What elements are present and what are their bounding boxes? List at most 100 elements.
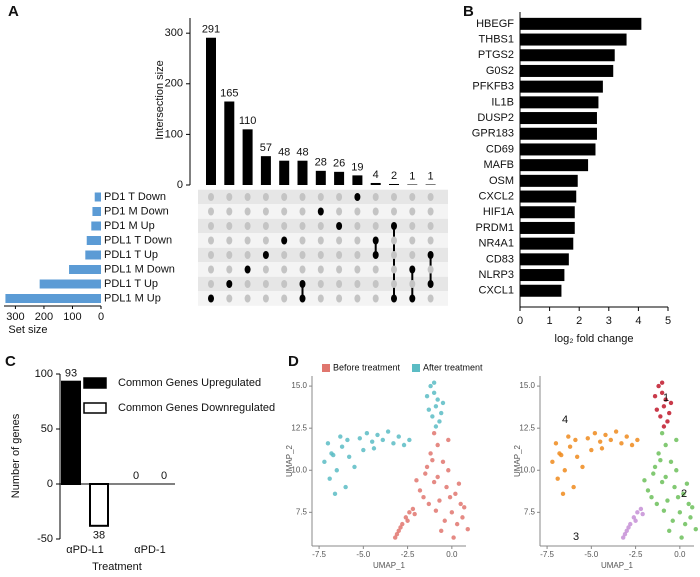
point [661,404,667,409]
point [345,437,350,443]
point [677,510,683,515]
membership-dot [391,251,397,259]
legend-label: After treatment [423,362,483,372]
point [424,393,430,399]
point [603,432,608,438]
point [659,390,665,396]
point [665,419,670,424]
cluster-label: 2 [681,488,687,500]
bar [520,112,597,125]
point [334,468,339,473]
bar [520,284,562,297]
membership-dot [427,294,434,303]
value-label: 165 [220,87,238,99]
point [407,510,412,515]
point [446,437,451,443]
membership-dot [336,251,343,259]
membership-dot [299,294,306,303]
point [444,484,449,490]
x-tick-label: αPD-L1 [66,544,104,556]
point [674,468,679,473]
x-axis-label: log₂ fold change [555,333,634,345]
category-label: CXCL2 [479,190,514,202]
membership-dot [354,207,361,216]
category-label: G0S2 [486,65,514,77]
bar [520,64,614,77]
point [681,491,686,497]
point [553,441,559,446]
point [624,434,629,439]
value-label: 291 [202,24,220,36]
legend-label: Common Genes Downregulated [118,402,275,414]
membership-dot [427,222,434,230]
membership-dot [281,207,288,216]
point [431,431,437,436]
legend-label: Before treatment [333,362,401,372]
membership-dot [262,236,269,245]
point [462,505,467,510]
y-tick-label: 0 [177,179,183,191]
point [447,494,453,500]
membership-dot [226,265,233,274]
set-label: PDL1 T Down [104,234,172,246]
y-tick-label: -50 [37,533,53,545]
x-axis-label: UMAP_1 [601,561,634,570]
x-axis-label: Treatment [92,561,142,573]
y-tick-label: 100 [165,128,183,140]
point [410,506,416,512]
point [412,511,417,517]
membership-dot [208,294,214,303]
point [451,535,456,540]
membership-dot [281,265,288,274]
intersection-bar [242,129,253,185]
membership-dot [244,193,251,201]
point [453,491,458,497]
membership-dot [409,207,416,216]
x-axis-label: Set size [8,324,47,336]
membership-dot [354,251,361,259]
membership-dot [409,265,416,274]
point [663,474,668,480]
point [571,484,576,490]
point [423,471,428,476]
point [635,437,640,443]
x-tick-label: 1 [547,315,553,327]
point [430,414,435,419]
category-label: HBEGF [476,18,514,30]
y-tick-label: 300 [165,27,183,39]
membership-dot [299,251,306,259]
set-label: PD1 M Down [104,205,169,217]
membership-dot [262,207,269,216]
membership-dot [354,236,361,245]
point [654,501,660,507]
point [656,383,661,389]
membership-dot [317,193,324,201]
membership-dot [409,193,416,201]
set-label: PD1 M Up [104,220,155,232]
membership-dot [391,207,397,216]
x-tick-label: 0.0 [674,550,686,559]
point [663,442,668,448]
intersection-bar [389,183,399,185]
point [589,447,594,453]
point [652,464,658,470]
point [394,532,400,537]
membership-dot [281,236,288,245]
point [559,452,564,458]
point [550,459,555,465]
membership-dot [336,280,343,288]
membership-dot [372,236,379,245]
y-tick-label: 10.0 [519,465,535,474]
point [674,437,679,443]
point [670,518,675,523]
point [458,501,463,507]
membership-dot [354,280,361,288]
point [629,442,635,448]
membership-dot [208,207,214,216]
point [391,441,396,446]
point [580,464,585,470]
point [661,424,667,429]
value-label: 110 [239,115,257,127]
x-tick-label: -7.5 [540,550,554,559]
x-tick-label: -7.5 [312,550,326,559]
